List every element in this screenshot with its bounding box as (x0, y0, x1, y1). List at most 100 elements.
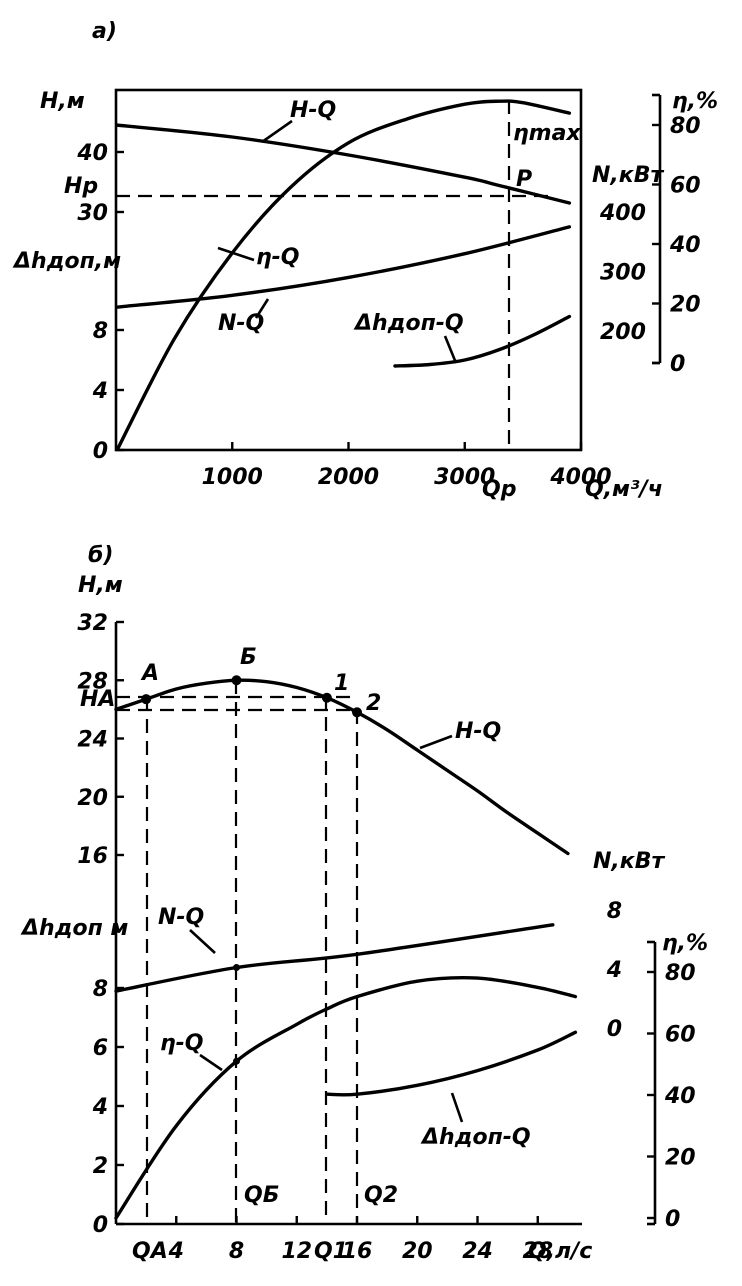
panel-a-h-tick-label: 30 (77, 201, 108, 226)
panel-a-etaq-leader (217, 246, 255, 262)
panel-a-h-axis-label: H,м (40, 89, 85, 114)
panel-b-dh-tick-label: 6 (93, 1036, 108, 1061)
panel-b-x-tick-label: 12 (281, 1239, 312, 1264)
panel-b-dh-tick-label: 2 (93, 1154, 108, 1179)
panel-a-hq-label: H-Q (290, 98, 336, 123)
panel-a-nq-curve (116, 225, 572, 309)
panel-b-point-a-label: A (140, 661, 159, 686)
panel-b-eta-tick-label: 60 (665, 1023, 696, 1048)
panel-b-hq-label: H-Q (455, 719, 501, 744)
panel-a-eta-axis-label: η,% (672, 89, 718, 114)
panel-a-x-tick-label: 4000 (549, 465, 611, 490)
panel-b-curves (114, 678, 578, 1220)
panel-b-h-tick-label: 28 (77, 669, 108, 694)
panel-b-x-tick-label: 28 (522, 1239, 553, 1264)
panel-a-h-tick-label: 40 (76, 141, 108, 166)
panel-b-etaq-leader (199, 1053, 223, 1072)
panel-a-dhq-leader (443, 335, 458, 364)
panel-a-dh-tick-label: 8 (93, 319, 108, 344)
panel-b-x-tick-label: 24 (462, 1239, 493, 1264)
panel-b-points (141, 675, 362, 1065)
panel-a-etamax-label: ηmax (513, 121, 581, 146)
panel-a-qp-label: Qp (482, 477, 516, 502)
panel-b-h-axis-label: H,м (78, 573, 123, 598)
panel-a-n-tick-label: 400 (599, 201, 646, 226)
panel-b-eta-axis-label: η,% (662, 931, 708, 956)
panel-b-n-tick-label: 4 (606, 958, 622, 983)
panel-b-nq-qb-marker (233, 964, 240, 972)
panel-b-label: б) (88, 543, 113, 568)
panel-b-h-tick-label: 20 (77, 786, 108, 811)
panel-b-qa-label: QA (132, 1239, 168, 1264)
panel-a-dh-tick-label: 4 (92, 379, 108, 404)
panel-a-hp-label: Hp (64, 174, 98, 199)
panel-a-n-tick-label: 300 (600, 261, 646, 286)
panel-b-eta-ticks: 0 20 40 60 80 (647, 961, 696, 1232)
panel-b-h-tick-label: 32 (77, 611, 108, 636)
panel-b-etaq-curve (114, 976, 578, 1220)
panel-b-dhq-leader (450, 1092, 464, 1123)
panel-b-nq-curve (114, 923, 555, 993)
panel-a-x-axis-label: Q,м³/ч (585, 477, 663, 502)
panel-a-nq-leader (254, 298, 270, 319)
panel-b-point-marker (231, 675, 242, 686)
panel-b-qb-label: QБ (244, 1183, 279, 1208)
panel-a-etaq-curve (116, 99, 572, 450)
panel-b-ha-label: HA (80, 687, 115, 712)
panel-a-hq-leader (261, 119, 293, 144)
panel-a-curves (116, 99, 572, 450)
panel-b-x-tick-label: 8 (229, 1239, 244, 1264)
panel-b-dhq-label: Δhдоп-Q (420, 1125, 531, 1150)
panel-b-dhq-curve (325, 1030, 578, 1097)
panel-b-dh-tick-label: 4 (92, 1095, 108, 1120)
panel-b-point-1-label: 1 (334, 671, 349, 696)
panel-a-x-tick-label: 3000 (434, 465, 495, 490)
panel-b-point-marker (321, 692, 332, 703)
panel-b-dh-tick-label: 0 (93, 1213, 108, 1238)
panel-b-h-tick-label: 16 (77, 844, 108, 869)
panel-b-point-b-label: Б (240, 645, 257, 670)
panel-b-x-tick-label: 4 (168, 1239, 184, 1264)
panel-a-n-tick-label: 200 (600, 320, 646, 345)
panel-b-q1-label: Q1 (314, 1239, 348, 1264)
panel-b-n-axis-label: N,кВт (593, 849, 665, 874)
panel-b-point-2-label: 2 (366, 691, 381, 716)
panel-b-point-marker (141, 694, 152, 705)
panel-b-eta-tick-label: 20 (665, 1146, 696, 1171)
panel-b-x-tick-label: 16 (342, 1239, 373, 1264)
panel-b-etaq-qb-marker (233, 1057, 240, 1065)
panel-a-eta-tick-label: 0 (670, 352, 685, 377)
panel-a-eta-tick-label: 80 (670, 114, 701, 139)
panel-a-dhq-curve (393, 314, 572, 368)
panel-b-eta-tick-label: 40 (664, 1084, 696, 1109)
panel-b-nq-label: N-Q (158, 905, 204, 930)
panel-b-x-tick-label: 20 (402, 1239, 433, 1264)
panel-b-hq-curve (114, 678, 570, 856)
panel-b-h-tick-label: 24 (77, 728, 108, 753)
panel-a-label: а) (92, 19, 117, 44)
panel-a-dhq-label: Δhдоп-Q (353, 311, 464, 336)
panel-a-p-label: P (516, 167, 532, 192)
panel-a-eta-ticks: 0 20 40 60 80 (652, 114, 701, 377)
panel-b-n-tick-label: 8 (607, 899, 622, 924)
panel-b-x-ticks: 4 8 12 16 20 24 28 (168, 1216, 553, 1264)
panel-a-eta-tick-label: 40 (669, 233, 701, 258)
panel-a-dh-axis-label: Δhдоп,м (12, 249, 121, 274)
panel-a-hq-curve (116, 123, 572, 205)
panel-a-dh-ticks: 0 4 8 (92, 319, 124, 464)
panel-a-dh-tick-label: 0 (93, 439, 108, 464)
panel-a-etaq-label: η-Q (256, 245, 300, 270)
panel-b-point-marker (352, 707, 362, 718)
panel-b-dh-axis-label: Δhдоп м (20, 916, 128, 941)
panel-a-x-ticks: 1000 2000 3000 4000 (202, 442, 612, 490)
panel-b-x-axis-label: Q,л/с (528, 1239, 592, 1264)
panel-b-etaq-label: η-Q (160, 1031, 204, 1056)
panel-b-eta-tick-label: 80 (665, 961, 696, 986)
panel-a-x-tick-label: 2000 (318, 465, 379, 490)
panel-a-x-tick-label: 1000 (202, 465, 263, 490)
panel-a-h-ticks: 30 40 (76, 141, 124, 226)
panel-b-n-ticks: 0 4 8 (606, 899, 622, 1042)
panel-a-eta-tick-label: 60 (670, 174, 701, 199)
panel-a-eta-tick-label: 20 (670, 293, 701, 318)
